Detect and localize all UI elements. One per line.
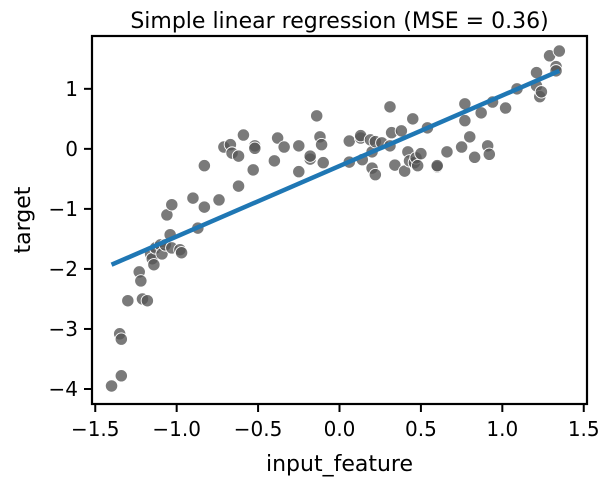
scatter-point (114, 332, 128, 346)
scatter-point (406, 112, 420, 126)
regression-line-layer (110, 68, 561, 267)
scatter-point (310, 109, 324, 123)
x-tick-label: 1.5 (568, 417, 600, 441)
scatter-point (248, 141, 262, 155)
scatter-point (174, 246, 189, 260)
scatter-point (292, 139, 306, 153)
scatter-point (430, 159, 444, 173)
scatter-point (134, 274, 148, 288)
scatter-point (414, 147, 428, 161)
scatter-point (197, 200, 212, 214)
scatter-point (186, 191, 200, 205)
x-tick-label: −0.5 (234, 417, 283, 441)
scatter-point (236, 128, 251, 142)
scatter-point (114, 369, 128, 383)
scatter-point (383, 100, 397, 114)
scatter-point (267, 154, 282, 168)
scatter-point (498, 101, 513, 115)
scatter-point (212, 193, 226, 207)
scatter-point (270, 131, 285, 145)
x-axis-label: input_feature (266, 452, 413, 477)
scatter-point (482, 147, 496, 161)
x-tick-label: −1.0 (152, 417, 201, 441)
regression-line (110, 68, 561, 267)
scatter-point (277, 140, 291, 154)
scatter-point (342, 134, 356, 148)
scatter-point (314, 138, 329, 152)
scatter-point (440, 145, 454, 159)
scatter-points (104, 44, 566, 393)
scatter-point (454, 140, 469, 154)
y-tick-label: −3 (49, 317, 78, 341)
scatter-point (197, 159, 212, 173)
x-tick-label: −1.5 (71, 417, 120, 441)
scatter-point (467, 150, 482, 164)
y-tick-label: −4 (49, 377, 78, 401)
scatter-point (292, 165, 306, 179)
scatter-point (231, 179, 246, 193)
x-tick-label: 1.0 (486, 417, 518, 441)
scatter-point (458, 113, 472, 128)
y-tick-label: 1 (65, 77, 78, 101)
scatter-point (165, 198, 179, 212)
scatter-point (463, 130, 477, 144)
scatter-point (316, 156, 330, 170)
scatter-point (388, 158, 402, 172)
x-axis: −1.5 −1.0 −0.5 0.0 0.5 1.0 1.5 (71, 404, 600, 441)
scatter-point (231, 149, 246, 163)
scatter-point (534, 85, 549, 99)
y-axis-label: target (11, 186, 36, 253)
y-axis: −4 −3 −2 −1 0 1 (49, 77, 92, 401)
scatter-point (140, 294, 155, 308)
x-tick-label: 0.5 (405, 417, 437, 441)
scatter-point (246, 163, 260, 177)
scatter-point (411, 159, 425, 173)
scatter-point (368, 168, 382, 182)
scatter-point (104, 379, 119, 393)
x-tick-label: 0.0 (324, 417, 356, 441)
y-tick-label: −1 (49, 197, 78, 221)
y-tick-label: −2 (49, 257, 78, 281)
scatter-point (552, 44, 566, 58)
chart-title: Simple linear regression (MSE = 0.36) (130, 9, 548, 34)
y-tick-label: 0 (65, 137, 78, 161)
scatter-point (121, 294, 135, 308)
scatter-point (303, 149, 317, 163)
scatter-point (147, 258, 161, 272)
